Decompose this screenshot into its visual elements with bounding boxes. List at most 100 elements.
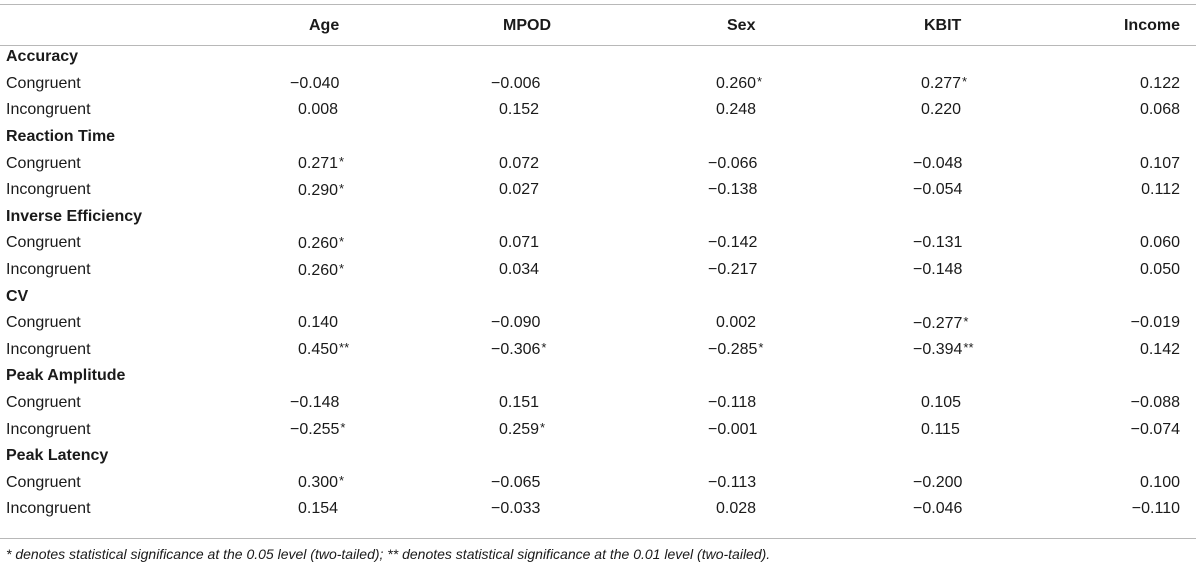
section-title: CV <box>6 287 29 305</box>
row-label: Incongruent <box>6 261 91 279</box>
table-cell: 0.260* <box>196 257 411 284</box>
significance-marker: * <box>339 260 345 276</box>
header-cell <box>0 8 196 44</box>
cell-value: 0.450 <box>298 341 339 359</box>
table-row: Incongruent −0.255* 0.259* −0.001 0.115 −0.07… <box>0 416 1196 443</box>
table-cell: −0.090 <box>491 314 541 332</box>
table-cell: −0.054 <box>913 181 963 199</box>
significance-marker: ** <box>339 340 350 356</box>
table-cell: −0.131 <box>913 234 963 252</box>
row-label: Congruent <box>6 154 81 172</box>
table-cell: 0.260* <box>621 71 826 98</box>
table-cell: 0.290* <box>196 177 411 204</box>
table-cell: 0.050 <box>1139 261 1180 279</box>
header-cell-income: Income <box>1123 17 1180 34</box>
correlation-table: Age MPOD Sex KBIT Income Accuracy Congrue… <box>0 8 1196 523</box>
significance-marker: * <box>339 233 345 249</box>
cell-value: −0.255 <box>290 421 340 439</box>
table-cell: 0.112 <box>1141 181 1180 199</box>
table-cell: 0.107 <box>1139 154 1180 172</box>
table-cell: 0.002 <box>716 314 757 332</box>
table-cell: 0.068 <box>1139 101 1180 119</box>
table-cell: −0.148 <box>290 394 340 412</box>
table-cell: −0.088 <box>1130 394 1180 412</box>
table-cell: 0.142 <box>1139 340 1180 358</box>
table-cell: −0.138 <box>708 181 758 199</box>
significance-marker: * <box>339 473 345 489</box>
cell-value: 0.290 <box>298 181 339 199</box>
table-row: Incongruent 0.154 −0.033 0.028 −0.046 −0.110 <box>0 496 1196 523</box>
table-cell: 0.248 <box>716 101 757 119</box>
section-row: CV <box>0 283 1196 310</box>
significance-marker: * <box>758 340 764 356</box>
table-cell: 0.115 <box>921 420 960 438</box>
table-cell: −0.074 <box>1130 420 1180 438</box>
section-row: Accuracy <box>0 44 1196 71</box>
table-cell: 0.027 <box>499 181 540 199</box>
table-cell: 0.277* <box>826 71 1036 98</box>
row-label: Incongruent <box>6 420 91 438</box>
significance-marker: * <box>962 74 968 90</box>
section-title: Inverse Efficiency <box>6 207 143 225</box>
table-cell: −0.110 <box>1131 500 1180 518</box>
table-cell: 0.140 <box>298 314 339 332</box>
cell-value: −0.306 <box>491 341 541 359</box>
top-rule <box>0 4 1196 5</box>
table-row: Congruent 0.140 −0.090 0.002 −0.277* −0.019 <box>0 310 1196 337</box>
header-cell-mpod: MPOD <box>503 17 551 34</box>
table-row: Incongruent 0.008 0.152 0.248 0.220 0.068 <box>0 97 1196 124</box>
section-row: Inverse Efficiency <box>0 204 1196 231</box>
table-cell: −0.065 <box>491 473 541 491</box>
table-cell: 0.008 <box>298 101 339 119</box>
table-cell: 0.151 <box>499 394 540 412</box>
significance-marker: * <box>339 154 345 170</box>
table-cell: 0.100 <box>1139 473 1180 491</box>
table-cell: −0.255* <box>196 416 411 443</box>
cell-value: 0.300 <box>298 474 339 492</box>
section-row: Peak Latency <box>0 443 1196 470</box>
row-label: Congruent <box>6 473 81 491</box>
cell-value: 0.260 <box>298 261 339 279</box>
table-cell: −0.277* <box>826 310 1036 337</box>
table-cell: −0.118 <box>708 394 757 412</box>
table-cell: 0.220 <box>921 101 962 119</box>
table-row: Congruent −0.040 −0.006 0.260* 0.277* 0.122 <box>0 71 1196 98</box>
table-cell: −0.200 <box>913 473 963 491</box>
table-cell: 0.259* <box>411 416 621 443</box>
table-cell: 0.034 <box>499 261 540 279</box>
significance-marker: * <box>541 340 547 356</box>
table-cell: −0.019 <box>1130 314 1180 332</box>
table-row: Congruent 0.260* 0.071 −0.142 −0.131 0.060 <box>0 230 1196 257</box>
significance-marker: * <box>540 420 546 436</box>
table-cell: −0.048 <box>913 154 963 172</box>
section-title: Reaction Time <box>6 128 116 146</box>
table-row: Congruent 0.271* 0.072 −0.066 −0.048 0.107 <box>0 150 1196 177</box>
header-cell-age: Age <box>309 17 340 34</box>
row-label: Incongruent <box>6 500 91 518</box>
table-cell: −0.066 <box>708 154 758 172</box>
table-footnote: * denotes statistical significance at th… <box>6 546 771 562</box>
header-cell-sex: Sex <box>727 17 756 34</box>
cell-value: 0.260 <box>298 234 339 252</box>
significance-marker: * <box>339 180 345 196</box>
table-cell: 0.071 <box>499 234 540 252</box>
table-row: Incongruent 0.260* 0.034 −0.217 −0.148 0.050 <box>0 257 1196 284</box>
header-cell-kbit: KBIT <box>924 17 962 34</box>
row-label: Congruent <box>6 74 81 92</box>
table-cell: −0.142 <box>708 234 758 252</box>
table-cell: 0.271* <box>196 150 411 177</box>
cell-value: −0.285 <box>708 341 758 359</box>
table-cell: 0.154 <box>298 500 339 518</box>
table-cell: −0.306* <box>411 337 621 364</box>
table-cell: 0.300* <box>196 470 411 497</box>
table-cell: 0.122 <box>1139 74 1180 92</box>
table-cell: 0.260* <box>196 230 411 257</box>
cell-value: 0.277 <box>921 75 962 93</box>
table-cell: −0.006 <box>491 74 541 92</box>
cell-value: −0.277 <box>913 314 963 332</box>
table-cell: 0.028 <box>716 500 757 518</box>
table-row: Congruent 0.300* −0.065 −0.113 −0.200 0.100 <box>0 470 1196 497</box>
significance-marker: ** <box>963 340 974 356</box>
row-label: Congruent <box>6 394 81 412</box>
